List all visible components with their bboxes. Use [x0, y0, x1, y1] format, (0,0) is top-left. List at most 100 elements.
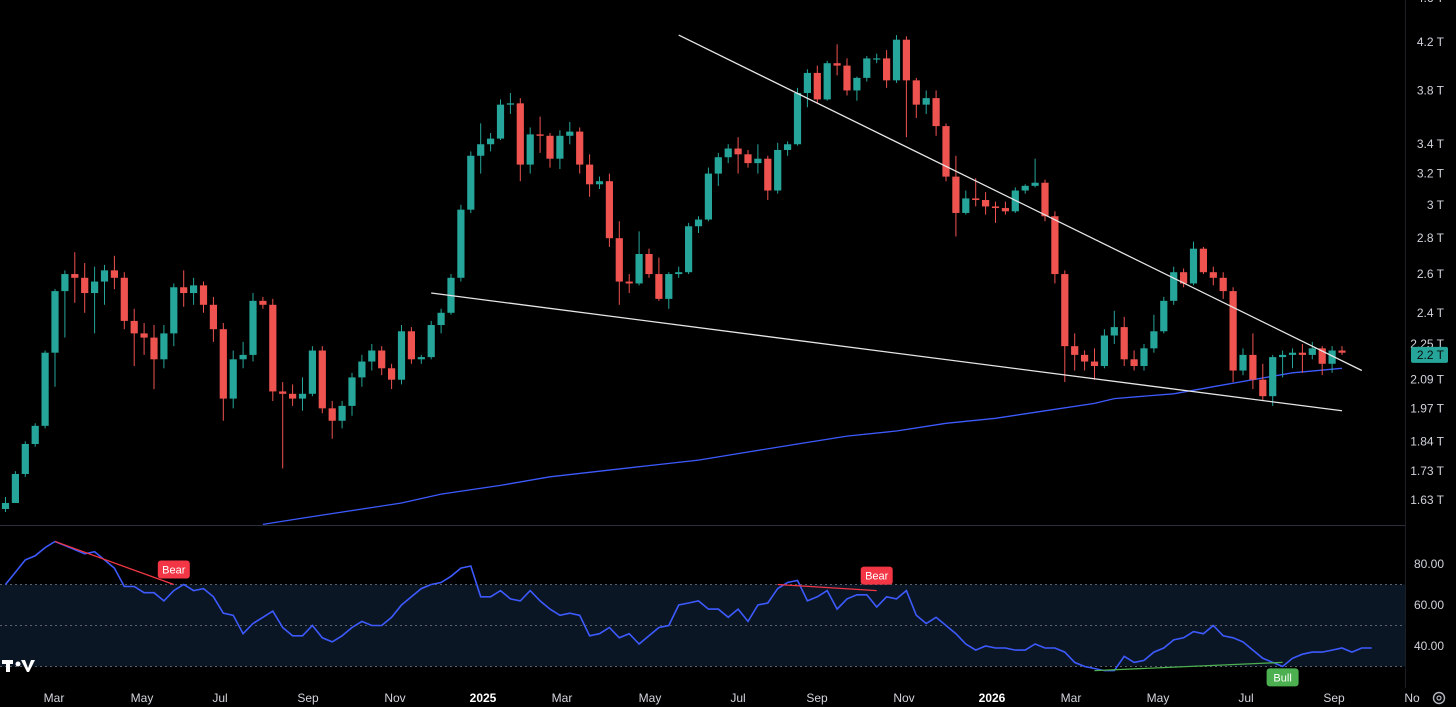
candle[interactable]: [1001, 201, 1009, 215]
candle[interactable]: [21, 441, 29, 477]
candle[interactable]: [1150, 314, 1158, 353]
candle[interactable]: [31, 423, 39, 447]
candle[interactable]: [1061, 270, 1069, 383]
candle[interactable]: [100, 264, 109, 305]
candle[interactable]: [71, 252, 79, 303]
candle[interactable]: [566, 121, 574, 145]
candle[interactable]: [685, 222, 693, 275]
candle[interactable]: [556, 130, 564, 170]
x-axis[interactable]: Mar May Jul Sep Nov 2025 Mar May Jul Sep Nov 2026 Ma…: [44, 691, 1420, 705]
candle[interactable]: [120, 272, 128, 330]
upper-trendline[interactable]: [678, 34, 1363, 372]
divergence-label-bear[interactable]: Bear: [157, 560, 190, 579]
divergence-label-bull[interactable]: Bull: [1266, 668, 1299, 687]
candle[interactable]: [1031, 158, 1039, 188]
candle[interactable]: [655, 257, 663, 301]
candle[interactable]: [576, 127, 584, 174]
candle[interactable]: [110, 255, 118, 290]
candle[interactable]: [477, 123, 485, 174]
candle[interactable]: [536, 116, 544, 153]
candle[interactable]: [1160, 296, 1168, 334]
candle[interactable]: [1279, 350, 1287, 378]
candle[interactable]: [308, 346, 316, 397]
candle[interactable]: [358, 354, 366, 387]
candle[interactable]: [249, 293, 257, 362]
candle[interactable]: [1071, 333, 1079, 371]
candle[interactable]: [853, 76, 861, 101]
candle[interactable]: [1189, 241, 1198, 286]
candle[interactable]: [526, 127, 534, 174]
candle[interactable]: [892, 35, 901, 83]
candle[interactable]: [932, 90, 940, 136]
candle[interactable]: [447, 274, 455, 315]
candle[interactable]: [368, 344, 376, 371]
candle[interactable]: [160, 325, 168, 369]
candle[interactable]: [467, 151, 475, 213]
candle[interactable]: [942, 123, 950, 182]
candle[interactable]: [378, 346, 386, 376]
candle[interactable]: [595, 176, 604, 189]
candle[interactable]: [1338, 346, 1346, 355]
candle[interactable]: [289, 384, 297, 406]
candle[interactable]: [665, 272, 673, 309]
candle[interactable]: [190, 277, 198, 305]
candle[interactable]: [298, 377, 307, 411]
candle[interactable]: [259, 296, 267, 309]
candle[interactable]: [279, 382, 287, 469]
candle[interactable]: [1269, 354, 1277, 406]
candle[interactable]: [61, 270, 69, 338]
candle[interactable]: [1219, 272, 1227, 299]
candle[interactable]: [813, 65, 821, 104]
candle[interactable]: [1, 497, 10, 513]
candle[interactable]: [1100, 329, 1108, 369]
candle[interactable]: [318, 346, 326, 414]
candle[interactable]: [338, 401, 346, 429]
candle[interactable]: [714, 152, 722, 186]
divergence-line-bull[interactable]: [1094, 661, 1283, 672]
candle[interactable]: [1229, 287, 1237, 383]
candle[interactable]: [487, 132, 495, 152]
candle[interactable]: [803, 69, 811, 108]
candle[interactable]: [744, 149, 752, 168]
candle[interactable]: [170, 283, 178, 347]
candle[interactable]: [1308, 341, 1316, 360]
settings-gear-icon[interactable]: [1432, 691, 1446, 705]
candle[interactable]: [1209, 266, 1217, 286]
candle[interactable]: [1120, 316, 1128, 367]
lower-trendline[interactable]: [431, 292, 1343, 412]
candle[interactable]: [269, 298, 277, 402]
candle[interactable]: [912, 77, 920, 118]
candle[interactable]: [694, 216, 703, 234]
candle[interactable]: [1021, 184, 1029, 194]
candle[interactable]: [784, 141, 792, 156]
tradingview-logo[interactable]: [2, 660, 35, 672]
candle[interactable]: [506, 92, 514, 114]
candle[interactable]: [150, 325, 158, 390]
candle[interactable]: [833, 44, 841, 76]
candle[interactable]: [1140, 344, 1148, 371]
candle[interactable]: [407, 327, 415, 364]
candle[interactable]: [229, 350, 237, 409]
candle[interactable]: [873, 53, 881, 64]
candle[interactable]: [1051, 211, 1059, 284]
candle[interactable]: [328, 401, 336, 439]
candle[interactable]: [1081, 350, 1089, 371]
candle[interactable]: [397, 325, 406, 385]
candle[interactable]: [982, 192, 990, 215]
candle[interactable]: [1199, 246, 1207, 275]
candle[interactable]: [41, 350, 49, 429]
candle[interactable]: [883, 50, 891, 88]
candle[interactable]: [863, 56, 871, 82]
candle[interactable]: [1170, 266, 1178, 305]
candle[interactable]: [764, 155, 772, 200]
rsi-line[interactable]: [4, 540, 1372, 672]
candle[interactable]: [209, 296, 217, 342]
last-price-tag[interactable]: 2.2 T: [1411, 346, 1448, 363]
divergence-line-bear[interactable]: [54, 540, 175, 586]
candle[interactable]: [952, 155, 960, 237]
candle[interactable]: [823, 60, 831, 101]
candle[interactable]: [180, 270, 188, 307]
candle[interactable]: [902, 36, 910, 138]
candle[interactable]: [546, 132, 554, 168]
candle[interactable]: [1130, 350, 1138, 371]
